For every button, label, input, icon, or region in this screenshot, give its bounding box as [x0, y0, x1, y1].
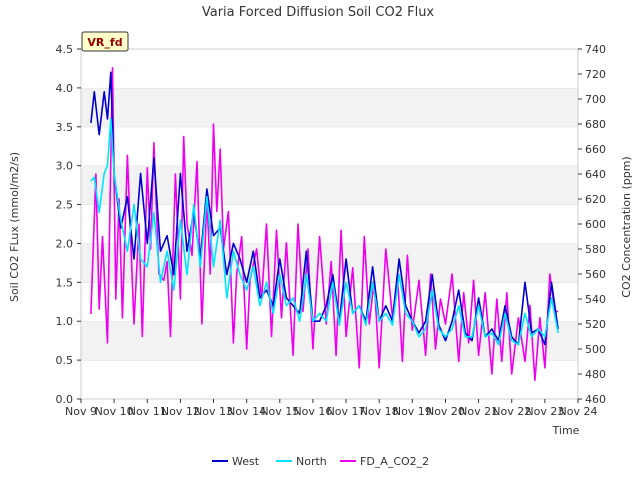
y-axis-label: Soil CO2 FLux (mmol/m2/s)	[8, 152, 21, 302]
legend-item: West	[212, 455, 260, 468]
x-tick-label: Nov 15	[260, 405, 299, 418]
y-tick-label: 0.5	[56, 354, 74, 367]
x-tick-label: Nov 18	[360, 405, 399, 418]
y2-tick-label: 560	[585, 268, 606, 281]
y-tick-label: 2.5	[56, 199, 74, 212]
y-axis-left: 0.0 0.5 1.0 1.5 2.0 2.5 3.0 3.5 4.0 4.5	[56, 43, 81, 406]
legend: West North FD_A_CO2_2	[212, 455, 429, 468]
legend-label: FD_A_CO2_2	[360, 455, 429, 468]
y2-tick-label: 600	[585, 218, 606, 231]
x-tick-label: Nov 14	[227, 405, 266, 418]
grid-band	[81, 49, 578, 88]
y2-tick-label: 720	[585, 68, 606, 81]
y2-tick-label: 640	[585, 168, 606, 181]
y-tick-label: 4.5	[56, 43, 74, 56]
y2-tick-label: 620	[585, 193, 606, 206]
y-tick-label: 1.0	[56, 315, 74, 328]
x-tick-label: Nov 21	[459, 405, 498, 418]
legend-label: North	[296, 455, 327, 468]
x-tick-label: Nov 10	[95, 405, 134, 418]
series-line-north	[90, 118, 559, 346]
y2-tick-label: 580	[585, 243, 606, 256]
x-tick-label: Nov 11	[128, 405, 167, 418]
x-axis-label: Time	[552, 424, 580, 437]
y-tick-label: 0.0	[56, 393, 74, 406]
grid-band	[81, 126, 578, 166]
chart-title: Varia Forced Diffusion Soil CO2 Flux	[202, 5, 435, 20]
y2-tick-label: 740	[585, 43, 606, 56]
x-tick-label: Nov 17	[327, 405, 366, 418]
legend-item: FD_A_CO2_2	[340, 455, 429, 468]
y-tick-label: 3.5	[56, 121, 74, 134]
series-line-west	[90, 71, 559, 346]
grid-band	[81, 360, 578, 399]
x-tick-label: Nov 24	[559, 405, 598, 418]
legend-label: West	[232, 455, 260, 468]
x-tick-label: Nov 13	[194, 405, 233, 418]
x-tick-label: Nov 9	[65, 405, 97, 418]
y2-tick-label: 520	[585, 318, 606, 331]
x-tick-label: Nov 16	[293, 405, 332, 418]
y2-tick-label: 540	[585, 293, 606, 306]
x-tick-label: Nov 23	[525, 405, 564, 418]
y-tick-label: 2.0	[56, 237, 74, 250]
series-lines	[90, 67, 559, 382]
x-tick-label: Nov 12	[161, 405, 200, 418]
y2-axis-label: CO2 Concentration (ppm)	[620, 156, 633, 297]
y-tick-label: 4.0	[56, 82, 74, 95]
y-tick-label: 3.0	[56, 160, 74, 173]
y2-tick-label: 660	[585, 143, 606, 156]
y2-tick-label: 500	[585, 343, 606, 356]
grid-band	[81, 165, 578, 205]
site-badge: VR_fd	[81, 31, 129, 52]
grid-band	[81, 87, 578, 127]
y2-tick-label: 700	[585, 93, 606, 106]
legend-item: North	[276, 455, 327, 468]
y-axis-right: 460 480 500 520 540 560 580 600 620 640 660 680 700 7…	[578, 43, 606, 406]
x-tick-label: Nov 22	[492, 405, 531, 418]
x-tick-label: Nov 20	[426, 405, 465, 418]
site-badge-label: VR_fd	[87, 36, 122, 49]
x-tick-label: Nov 19	[393, 405, 432, 418]
y2-tick-label: 460	[585, 393, 606, 406]
y2-tick-label: 680	[585, 118, 606, 131]
y-tick-label: 1.5	[56, 276, 74, 289]
grid-band	[81, 204, 578, 244]
y2-tick-label: 480	[585, 368, 606, 381]
